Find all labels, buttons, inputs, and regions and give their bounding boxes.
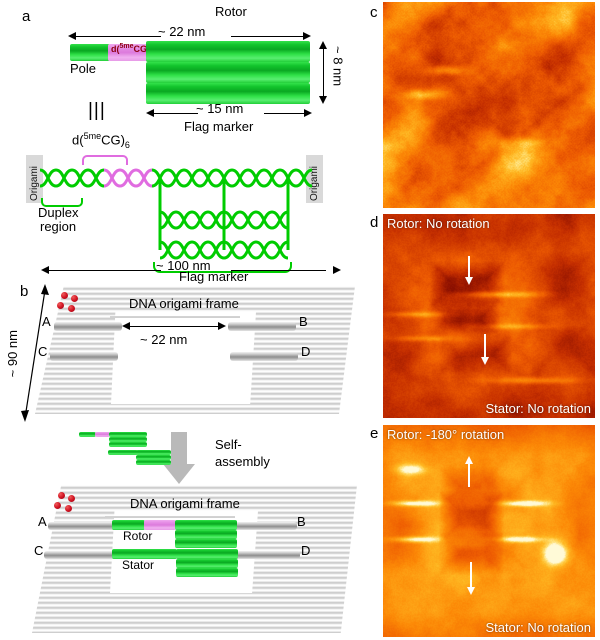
panel-letter-c: c xyxy=(370,4,378,21)
stator-flag-3 xyxy=(176,568,238,577)
dimension-22nm-label: ~ 22 nm xyxy=(158,24,206,39)
dimension-100nm-label: ~ 100 nm xyxy=(156,258,211,273)
afm-image-d: Rotor: No rotation Stator: No rotation xyxy=(383,214,595,418)
connector-label-A2: A xyxy=(38,514,47,529)
flag-marker-label-bottom: Flag marker xyxy=(179,269,249,284)
connector-label-A: A xyxy=(42,314,51,329)
connector-bar-A2 xyxy=(48,522,116,530)
afm-e-caption-bottom: Stator: No rotation xyxy=(485,620,592,635)
stator-flag-1 xyxy=(176,549,238,559)
connector-bar-C xyxy=(50,352,118,361)
dimension-90nm-arrow xyxy=(21,284,49,422)
methylated-bracket xyxy=(82,155,128,165)
dimension-90nm-label: ~ 90 nm xyxy=(5,330,20,378)
duplex-region-label-1: Duplex xyxy=(38,205,79,220)
red-marker-dots-bottom xyxy=(52,492,82,517)
afm-e-arrow-down xyxy=(467,562,475,595)
methylated-segment-cylinder xyxy=(108,44,150,61)
frame-thinbar-bottom xyxy=(105,516,235,518)
afm-d-caption-bottom: Stator: No rotation xyxy=(485,401,592,416)
afm-image-c xyxy=(383,2,595,208)
rotor-pole-segment xyxy=(112,520,145,530)
pole-cylinder xyxy=(70,44,110,61)
rotor-flag-2 xyxy=(175,530,237,539)
afm-image-e: Rotor: -180° rotation Stator: No rotatio… xyxy=(383,425,595,637)
flag-marker-label-top: Flag marker xyxy=(184,119,254,134)
flag-cylinder-2 xyxy=(146,62,310,83)
stator-inline-label: Stator xyxy=(122,558,155,572)
flag-cylinder-1 xyxy=(146,41,310,62)
panel-letter-a: a xyxy=(22,8,31,25)
afm-d-arrow-2 xyxy=(481,334,489,365)
rotor-title-label: Rotor xyxy=(215,4,247,19)
connector-label-C: C xyxy=(38,344,48,359)
self-assembly-label-2: assembly xyxy=(215,454,270,469)
flag-marker-bracket xyxy=(153,262,292,273)
duplex-region-bracket xyxy=(41,198,83,207)
connector-bar-B xyxy=(228,322,296,331)
dna-origami-frame-label-top: DNA origami frame xyxy=(129,296,239,311)
flag-cylinder-3 xyxy=(146,83,310,104)
dimension-8nm xyxy=(318,41,328,104)
frame-thinbar-top xyxy=(110,316,240,318)
self-assembly-label-1: Self- xyxy=(215,437,242,452)
sequence-label-b: d(5meCG)6 xyxy=(72,131,130,150)
afm-d-caption-top: Rotor: No rotation xyxy=(387,216,490,231)
stator-pole-segment xyxy=(112,549,177,559)
dimension-8nm-label: ~ 8 nm xyxy=(330,46,346,87)
self-assembly-arrow xyxy=(163,432,195,484)
rotor-inline-label: Rotor xyxy=(123,529,153,543)
panel-letter-b: b xyxy=(20,283,29,300)
connector-label-D: D xyxy=(301,344,311,359)
dimension-15nm xyxy=(146,108,312,118)
connector-bar-C2 xyxy=(44,551,116,559)
rotor-flag-1 xyxy=(175,520,237,530)
connector-bar-D2 xyxy=(226,551,300,559)
dimension-15nm-label: ~ 15 nm xyxy=(196,101,244,116)
connector-bar-A xyxy=(54,322,122,331)
duplex-region-label-2: region xyxy=(40,219,77,234)
stator-flag-2 xyxy=(176,559,238,568)
panel-letter-d: d xyxy=(370,214,379,231)
red-marker-dots-top xyxy=(55,292,85,317)
rotor-methylated-segment xyxy=(144,520,176,530)
connector-bar-B2 xyxy=(225,522,297,530)
connector-bar-D xyxy=(230,352,298,361)
origami-frame-top xyxy=(35,286,355,414)
rotor-flag-3 xyxy=(175,539,237,548)
afm-d-arrow-1 xyxy=(465,256,473,285)
pole-label: Pole xyxy=(70,61,97,76)
equivalence-symbol: ||| xyxy=(88,100,106,121)
connector-label-D2: D xyxy=(301,543,311,558)
dimension-gap-22nm xyxy=(122,321,226,331)
dna-helix-schematic xyxy=(39,168,313,260)
connector-label-C2: C xyxy=(34,543,44,558)
dimension-22nm-top xyxy=(68,31,311,41)
dimension-100nm xyxy=(41,265,341,275)
dna-origami-frame-label-bottom: DNA origami frame xyxy=(130,496,240,511)
afm-e-caption-top: Rotor: -180° rotation xyxy=(387,427,505,442)
dimension-gap-22nm-label: ~ 22 nm xyxy=(140,332,188,347)
connector-label-B2: B xyxy=(297,514,306,529)
connector-label-B: B xyxy=(299,314,308,329)
panel-letter-e: e xyxy=(370,425,379,442)
afm-e-arrow-up xyxy=(465,456,473,487)
